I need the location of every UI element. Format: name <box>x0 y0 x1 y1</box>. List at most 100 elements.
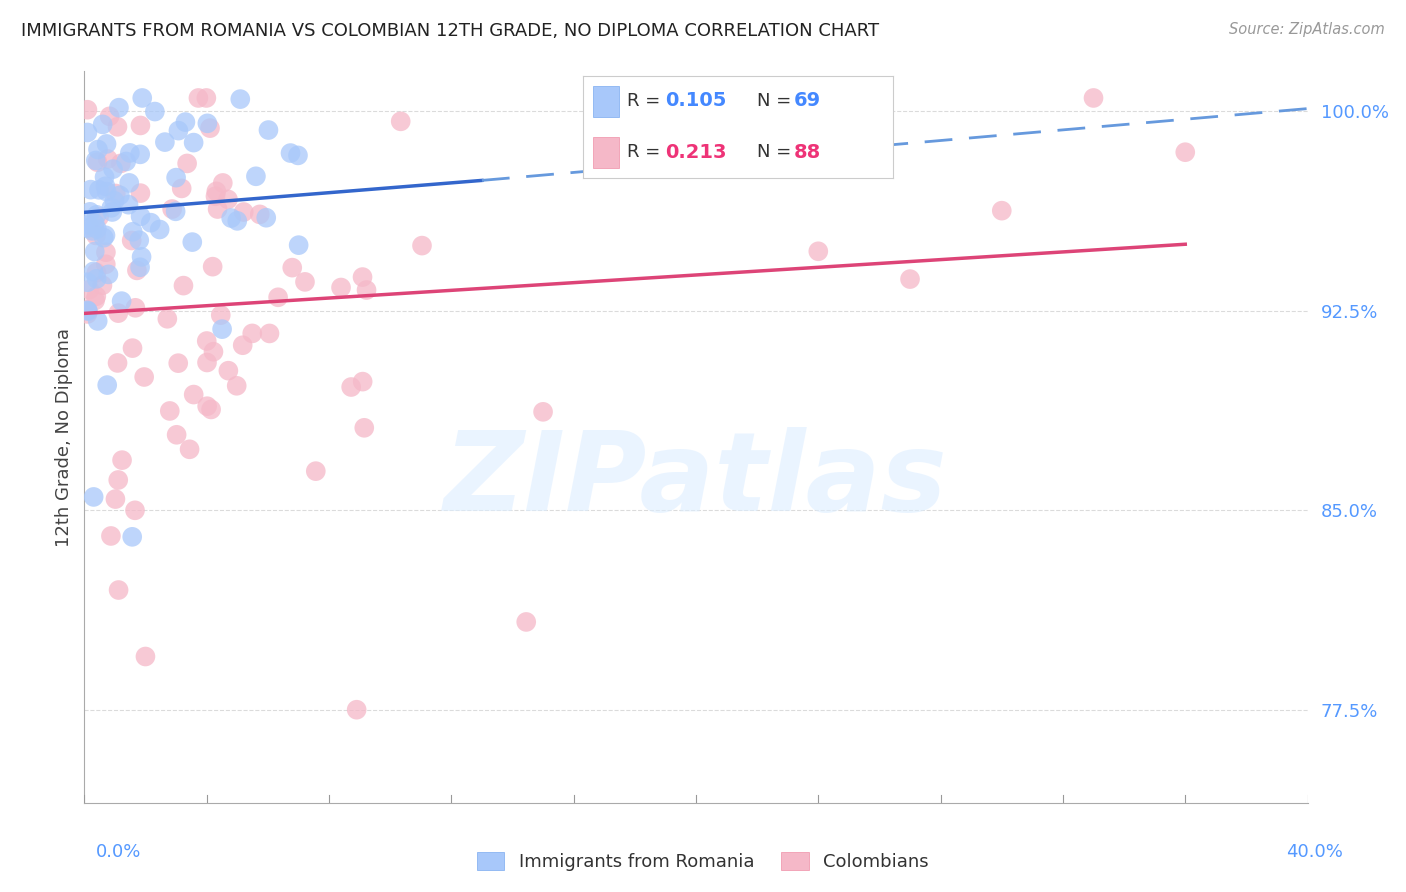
Point <box>87 183 110 197</box>
Bar <box>593 137 619 168</box>
Point <box>83 217 105 231</box>
Point <box>107 356 129 370</box>
Point <box>411 238 433 252</box>
Point <box>531 405 554 419</box>
Point <box>97 152 120 166</box>
Point <box>259 326 281 341</box>
Point <box>104 492 127 507</box>
Point <box>108 101 131 115</box>
Point <box>156 311 179 326</box>
Point <box>195 355 218 369</box>
Text: IMMIGRANTS FROM ROMANIA VS COLOMBIAN 12TH GRADE, NO DIPLOMA CORRELATION CHART: IMMIGRANTS FROM ROMANIA VS COLOMBIAN 12T… <box>21 22 879 40</box>
Point <box>352 270 374 285</box>
Point <box>287 148 309 162</box>
Point <box>356 283 378 297</box>
Text: 0.213: 0.213 <box>665 143 727 161</box>
Point <box>280 146 302 161</box>
Point <box>898 272 921 286</box>
Point <box>104 186 127 201</box>
Point <box>110 294 132 309</box>
Point <box>229 92 252 106</box>
Point <box>96 136 118 151</box>
Point <box>125 263 148 277</box>
Point <box>76 126 98 140</box>
Point <box>103 194 125 208</box>
Point <box>217 193 239 207</box>
Point <box>79 183 101 197</box>
Point <box>86 155 108 169</box>
Point <box>143 104 166 119</box>
Point <box>117 197 139 211</box>
Point <box>165 204 187 219</box>
Point <box>77 304 100 318</box>
Point <box>121 225 143 239</box>
Point <box>96 378 118 392</box>
Point <box>1083 91 1105 105</box>
Point <box>91 278 114 293</box>
Point <box>346 703 368 717</box>
Point <box>101 162 124 177</box>
Point <box>129 119 152 133</box>
Point <box>172 278 194 293</box>
Point <box>115 154 138 169</box>
Point <box>153 135 176 149</box>
Point <box>159 404 181 418</box>
Point <box>131 91 153 105</box>
Point <box>232 205 254 219</box>
Point <box>94 245 117 260</box>
Point <box>128 233 150 247</box>
Point <box>209 308 232 322</box>
Point <box>98 109 121 123</box>
Point <box>176 156 198 170</box>
Point <box>217 364 239 378</box>
Point <box>76 302 98 317</box>
Point <box>330 280 353 294</box>
Point <box>96 185 118 199</box>
Point <box>110 156 132 170</box>
Point <box>86 266 108 280</box>
Point <box>84 228 107 243</box>
Point <box>77 218 100 232</box>
Point <box>353 421 375 435</box>
Point <box>111 453 134 467</box>
Point <box>100 201 122 215</box>
Point <box>166 427 188 442</box>
Point <box>160 202 183 216</box>
Point <box>225 378 247 392</box>
Point <box>131 250 153 264</box>
Point <box>129 260 152 275</box>
Point <box>97 268 120 282</box>
Point <box>207 202 229 216</box>
Point <box>716 92 738 106</box>
Point <box>108 188 131 202</box>
Point <box>1174 145 1197 160</box>
Point <box>94 179 117 194</box>
Point <box>170 181 193 195</box>
Text: N =: N = <box>756 92 792 110</box>
Point <box>86 272 108 286</box>
Point <box>807 244 830 259</box>
Point <box>121 530 143 544</box>
Point <box>205 185 228 199</box>
Point <box>267 290 290 304</box>
Text: R =: R = <box>627 92 659 110</box>
Point <box>124 301 146 315</box>
Text: 88: 88 <box>794 143 821 161</box>
Point <box>84 153 107 168</box>
Point <box>129 147 152 161</box>
Point <box>167 356 190 370</box>
Point <box>86 314 108 328</box>
Point <box>118 176 141 190</box>
Point <box>257 123 280 137</box>
Point <box>195 116 218 130</box>
Point <box>87 143 110 157</box>
Point <box>79 283 101 297</box>
Point <box>287 238 309 252</box>
Point <box>226 214 249 228</box>
Point <box>174 115 197 129</box>
Point <box>179 442 201 457</box>
Bar <box>593 87 619 117</box>
Point <box>83 264 105 278</box>
Point <box>93 170 115 185</box>
Point <box>86 289 108 303</box>
